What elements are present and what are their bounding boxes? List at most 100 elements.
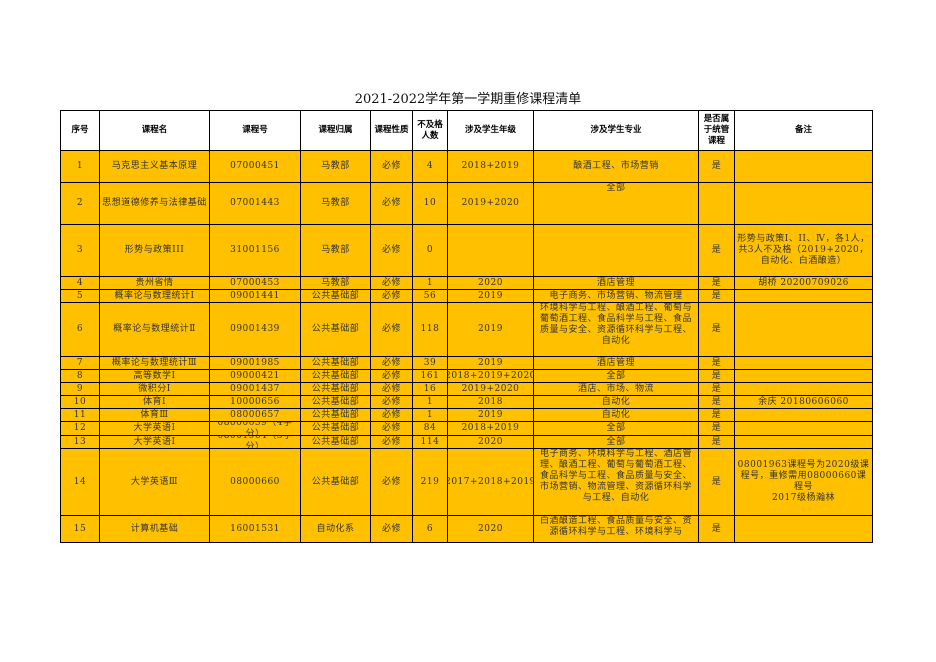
cell-major[interactable]: 白酒酿造工程、食品质量与安全、资源循环科学与工程、环境科学与: [533, 515, 699, 543]
cell-grade[interactable]: 2017+2018+2019: [447, 448, 534, 516]
cell-unified[interactable]: [698, 182, 735, 225]
cell-unified[interactable]: 是: [698, 356, 735, 370]
cell-index[interactable]: 6: [60, 302, 100, 357]
cell-index[interactable]: 15: [60, 515, 100, 543]
cell-course-type[interactable]: 必修: [370, 150, 413, 183]
cell-unified[interactable]: 是: [698, 224, 735, 277]
cell-grade[interactable]: 2019: [447, 356, 534, 370]
cell-course-code[interactable]: 31001156: [209, 224, 301, 277]
cell-grade[interactable]: 2019: [447, 302, 534, 357]
cell-course-name[interactable]: 形势与政策III: [99, 224, 210, 277]
cell-grade[interactable]: 2019: [447, 289, 534, 303]
cell-major[interactable]: 全部: [533, 182, 699, 225]
cell-major[interactable]: 自动化: [533, 408, 699, 422]
cell-fail-count[interactable]: 0: [412, 224, 448, 277]
cell-remarks[interactable]: [734, 515, 873, 543]
cell-grade[interactable]: 2020: [447, 276, 534, 290]
cell-fail-count[interactable]: 161: [412, 369, 448, 383]
cell-major[interactable]: 酒店、市场、物流: [533, 382, 699, 396]
cell-course-code[interactable]: 07000451: [209, 150, 301, 183]
cell-unified[interactable]: 是: [698, 408, 735, 422]
cell-course-code[interactable]: 09001441: [209, 289, 301, 303]
cell-department[interactable]: 公共基础部: [300, 289, 371, 303]
cell-course-name[interactable]: 高等数学Ⅰ: [99, 369, 210, 383]
cell-department[interactable]: 马教部: [300, 150, 371, 183]
cell-remarks[interactable]: [734, 289, 873, 303]
cell-course-type[interactable]: 必修: [370, 369, 413, 383]
cell-unified[interactable]: 是: [698, 289, 735, 303]
cell-course-name[interactable]: 体育Ⅰ: [99, 395, 210, 409]
cell-unified[interactable]: 是: [698, 421, 735, 436]
cell-department[interactable]: 公共基础部: [300, 448, 371, 516]
cell-course-name[interactable]: 微积分I: [99, 382, 210, 396]
cell-grade[interactable]: 2020: [447, 515, 534, 543]
cell-fail-count[interactable]: 39: [412, 356, 448, 370]
cell-course-code[interactable]: 07001443: [209, 182, 301, 225]
cell-course-code[interactable]: 09000421: [209, 369, 301, 383]
cell-remarks[interactable]: [734, 356, 873, 370]
cell-fail-count[interactable]: 1: [412, 395, 448, 409]
cell-major[interactable]: 酒店管理: [533, 276, 699, 290]
cell-department[interactable]: 公共基础部: [300, 302, 371, 357]
cell-grade[interactable]: 2020: [447, 435, 534, 449]
cell-course-name[interactable]: 概率论与数理统计Ⅱ: [99, 302, 210, 357]
cell-fail-count[interactable]: 114: [412, 435, 448, 449]
cell-unified[interactable]: 是: [698, 302, 735, 357]
cell-course-type[interactable]: 必修: [370, 515, 413, 543]
cell-course-name[interactable]: 概率论与数理统计Ⅰ: [99, 289, 210, 303]
cell-index[interactable]: 2: [60, 182, 100, 225]
cell-remarks[interactable]: 形势与政策I、II、Ⅳ，各1人，共3人不及格（2019+2020，自动化、白酒酿…: [734, 224, 873, 277]
cell-grade[interactable]: 2019: [447, 408, 534, 422]
cell-remarks[interactable]: 08001963课程号为2020级课程号，重修需用08000660课程号 201…: [734, 448, 873, 516]
cell-fail-count[interactable]: 219: [412, 448, 448, 516]
cell-remarks[interactable]: [734, 408, 873, 422]
cell-department[interactable]: 公共基础部: [300, 395, 371, 409]
cell-major[interactable]: 环境科学与工程、酿酒工程、葡萄与葡萄酒工程、食品科学与工程、食品质量与安全、资源…: [533, 302, 699, 357]
cell-major[interactable]: 全部: [533, 435, 699, 449]
cell-course-code[interactable]: 09001437: [209, 382, 301, 396]
cell-fail-count[interactable]: 10: [412, 182, 448, 225]
cell-department[interactable]: 公共基础部: [300, 382, 371, 396]
cell-course-name[interactable]: 大学英语Ⅰ: [99, 421, 210, 436]
cell-index[interactable]: 9: [60, 382, 100, 396]
cell-course-name[interactable]: 概率论与数理统计Ⅲ: [99, 356, 210, 370]
cell-index[interactable]: 3: [60, 224, 100, 277]
cell-course-type[interactable]: 必修: [370, 302, 413, 357]
cell-unified[interactable]: 是: [698, 369, 735, 383]
cell-course-type[interactable]: 必修: [370, 224, 413, 277]
cell-department[interactable]: 马教部: [300, 224, 371, 277]
cell-index[interactable]: 14: [60, 448, 100, 516]
cell-course-type[interactable]: 必修: [370, 435, 413, 449]
cell-course-name[interactable]: 计算机基础: [99, 515, 210, 543]
cell-remarks[interactable]: 胡桥 20200709026: [734, 276, 873, 290]
cell-major[interactable]: 酒店管理: [533, 356, 699, 370]
cell-grade[interactable]: 2019+2020: [447, 182, 534, 225]
cell-major[interactable]: 酿酒工程、市场营销: [533, 150, 699, 183]
cell-remarks[interactable]: 余庆 20180606060: [734, 395, 873, 409]
cell-course-type[interactable]: 必修: [370, 182, 413, 225]
cell-department[interactable]: 公共基础部: [300, 356, 371, 370]
cell-index[interactable]: 10: [60, 395, 100, 409]
cell-grade[interactable]: 2018+2019: [447, 150, 534, 183]
cell-course-type[interactable]: 必修: [370, 289, 413, 303]
cell-unified[interactable]: 是: [698, 515, 735, 543]
cell-index[interactable]: 12: [60, 421, 100, 436]
cell-department[interactable]: 马教部: [300, 276, 371, 290]
cell-course-code[interactable]: 08000657: [209, 408, 301, 422]
cell-index[interactable]: 5: [60, 289, 100, 303]
cell-grade[interactable]: 2018+2019+2020: [447, 369, 534, 383]
cell-grade[interactable]: 2019+2020: [447, 382, 534, 396]
cell-index[interactable]: 11: [60, 408, 100, 422]
cell-fail-count[interactable]: 1: [412, 408, 448, 422]
cell-index[interactable]: 8: [60, 369, 100, 383]
cell-course-type[interactable]: 必修: [370, 356, 413, 370]
cell-major[interactable]: 电子商务、环境科学与工程、酒店管理、酿酒工程、葡萄与葡萄酒工程、食品科学与工程、…: [533, 448, 699, 516]
cell-remarks[interactable]: [734, 182, 873, 225]
cell-remarks[interactable]: [734, 369, 873, 383]
cell-index[interactable]: 1: [60, 150, 100, 183]
cell-grade[interactable]: 2018+2019: [447, 421, 534, 436]
cell-major[interactable]: 全部: [533, 421, 699, 436]
cell-course-code[interactable]: 16001531: [209, 515, 301, 543]
cell-fail-count[interactable]: 118: [412, 302, 448, 357]
cell-department[interactable]: 公共基础部: [300, 369, 371, 383]
